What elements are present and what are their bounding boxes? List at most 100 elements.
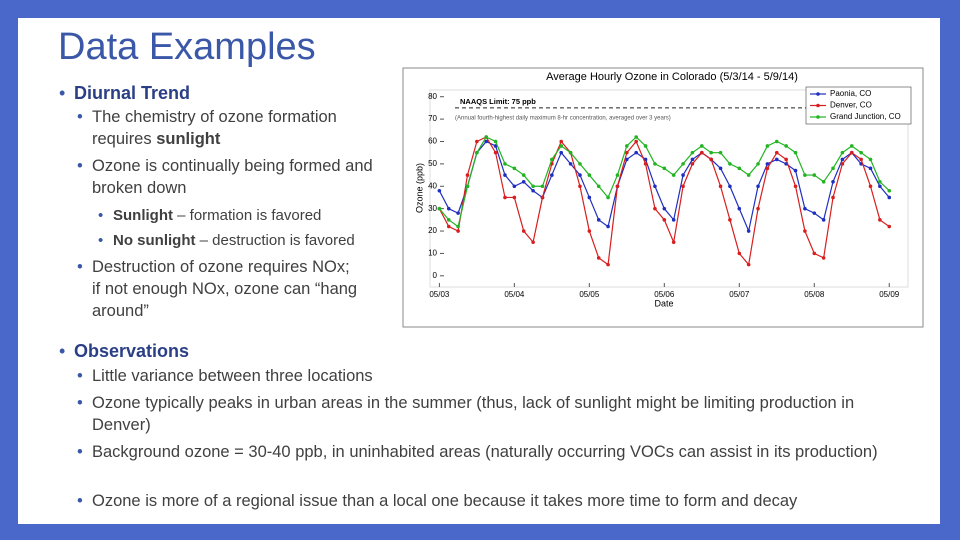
bullet-text: Little variance between three locations xyxy=(92,367,373,385)
data-point xyxy=(812,173,817,177)
y-tick-label: 60 xyxy=(428,137,437,146)
data-point xyxy=(559,150,564,155)
data-point xyxy=(465,184,470,189)
data-point xyxy=(615,173,620,177)
data-point xyxy=(868,166,873,171)
data-point xyxy=(746,229,751,233)
data-point xyxy=(568,162,573,166)
data-point xyxy=(596,184,601,189)
data-point xyxy=(512,166,517,171)
data-point xyxy=(737,166,742,171)
data-point xyxy=(475,139,479,144)
data-point xyxy=(512,195,517,200)
legend-marker xyxy=(816,103,820,108)
data-point xyxy=(606,262,610,267)
data-point xyxy=(456,211,460,215)
data-point xyxy=(446,206,451,211)
data-point xyxy=(756,206,760,211)
data-point xyxy=(878,179,882,184)
data-point xyxy=(531,188,535,193)
data-point xyxy=(784,157,788,162)
data-point xyxy=(728,218,732,222)
data-point xyxy=(550,157,554,162)
data-point xyxy=(812,251,817,256)
bullet-text: – formation is favored xyxy=(173,207,322,224)
reference-label: NAAQS Limit: 75 ppb xyxy=(460,97,536,106)
bullet-text: Ozone is more of a regional issue than a… xyxy=(92,492,798,510)
data-point xyxy=(625,144,629,148)
data-point xyxy=(681,184,685,189)
y-tick-label: 50 xyxy=(428,159,437,168)
bullet-text: sunlight xyxy=(156,130,221,148)
data-point xyxy=(625,157,629,162)
data-point xyxy=(709,150,713,155)
data-point xyxy=(887,188,892,193)
x-tick-label: 05/09 xyxy=(879,290,900,299)
bullet: The chemistry of ozone formation require… xyxy=(77,106,382,150)
data-point xyxy=(531,240,535,245)
bullet: Diurnal Trend xyxy=(59,82,394,104)
bullet-text: Ozone typically peaks in urban areas in … xyxy=(92,394,855,434)
legend-label: Paonia, CO xyxy=(830,89,871,98)
chart-title: Average Hourly Ozone in Colorado (5/3/14… xyxy=(546,71,798,83)
data-point xyxy=(578,173,582,177)
bullet-text: Observations xyxy=(74,341,190,361)
data-point xyxy=(774,150,779,155)
data-point xyxy=(728,184,732,189)
data-point xyxy=(484,139,489,144)
y-tick-label: 80 xyxy=(428,92,437,101)
data-point xyxy=(493,139,498,144)
data-point xyxy=(671,218,676,222)
x-tick-label: 05/08 xyxy=(804,290,825,299)
data-point xyxy=(793,184,798,189)
data-point xyxy=(878,218,882,222)
data-point xyxy=(774,139,779,144)
data-point xyxy=(550,173,554,177)
data-point xyxy=(531,184,535,189)
data-point xyxy=(868,157,873,162)
slide-title: Data Examples xyxy=(58,26,316,68)
data-point xyxy=(831,166,835,171)
y-tick-label: 0 xyxy=(433,271,438,280)
data-point xyxy=(878,184,882,189)
data-point xyxy=(700,144,704,148)
data-point xyxy=(653,206,657,211)
data-point xyxy=(559,144,564,148)
data-point xyxy=(615,184,620,189)
data-point xyxy=(521,173,526,177)
y-tick-label: 10 xyxy=(428,249,437,258)
data-point xyxy=(803,206,807,211)
data-point xyxy=(521,179,526,184)
data-point xyxy=(681,162,685,166)
bullet: Ozone typically peaks in urban areas in … xyxy=(77,392,862,436)
bullet: Little variance between three locations xyxy=(77,365,892,387)
data-point xyxy=(765,144,770,148)
data-point xyxy=(437,206,442,211)
data-point xyxy=(718,166,723,171)
data-point xyxy=(840,162,845,166)
data-point xyxy=(737,206,742,211)
bullet-text: – destruction is favored xyxy=(195,232,355,249)
data-point xyxy=(578,162,582,166)
data-point xyxy=(756,184,760,189)
plot-area xyxy=(429,89,909,288)
x-tick-label: 05/03 xyxy=(429,290,450,299)
y-tick-label: 70 xyxy=(428,114,437,123)
y-tick-label: 30 xyxy=(428,204,437,213)
x-tick-label: 05/05 xyxy=(579,290,600,299)
data-point xyxy=(446,224,451,229)
bullet-text: Ozone is continually being formed and br… xyxy=(92,157,373,197)
data-point xyxy=(456,224,460,229)
data-point xyxy=(821,256,826,260)
data-point xyxy=(634,150,638,155)
data-point xyxy=(475,150,479,155)
data-point xyxy=(887,224,892,229)
data-point xyxy=(690,150,695,155)
data-point xyxy=(671,240,676,245)
data-point xyxy=(765,162,770,166)
data-point xyxy=(446,218,451,222)
data-point xyxy=(540,184,545,189)
data-point xyxy=(803,173,807,177)
data-point xyxy=(662,166,667,171)
